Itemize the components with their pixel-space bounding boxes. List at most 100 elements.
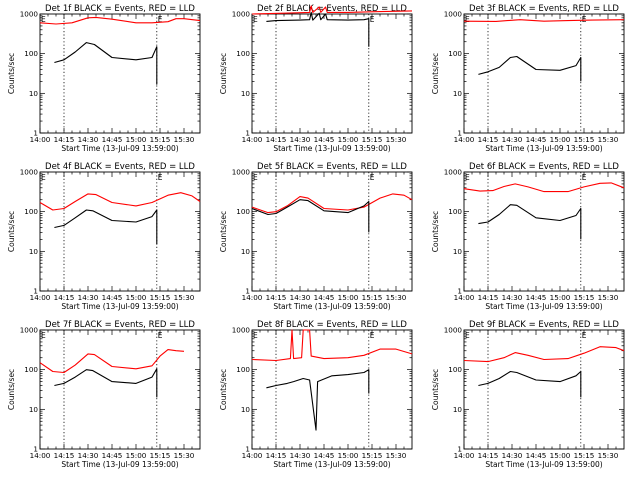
y-axis-label: Counts/sec: [7, 53, 16, 94]
lld-series-line: [251, 5, 413, 15]
x-tick-label: 15:00: [126, 451, 147, 460]
y-tick-label: 1: [245, 129, 250, 138]
x-tick-label: 14:45: [102, 293, 123, 302]
y-tick-label: 100: [236, 207, 250, 216]
y-tick-label: 1000: [444, 168, 463, 177]
event-marker-label: E: [253, 15, 258, 24]
x-tick-label: 15:00: [126, 293, 147, 302]
x-tick-label: 14:45: [314, 293, 335, 302]
x-tick-label: 15:15: [362, 451, 383, 460]
x-tick-label: 14:45: [526, 135, 547, 144]
x-tick-label: 14:15: [54, 293, 75, 302]
lld-series-line: [251, 329, 413, 362]
x-tick-label: 15:30: [386, 135, 407, 144]
x-tick-label: 15:15: [150, 293, 171, 302]
y-tick-label: 100: [448, 365, 462, 374]
x-tick-label: 15:00: [126, 135, 147, 144]
lld-series-line: [39, 16, 201, 25]
chart-panel-6: Det 6f BLACK = Events, RED = LLD 1 10 100 10…: [431, 162, 625, 311]
event-marker-label: E: [158, 173, 163, 182]
y-tick-label: 10: [453, 89, 463, 98]
chart-panel-1: Det 1f BLACK = Events, RED = LLD 1 10 100 10…: [7, 4, 201, 153]
x-tick-label: 14:15: [478, 135, 499, 144]
chart-title: Det 5f BLACK = Events, RED = LLD: [257, 162, 407, 172]
x-tick-label: 15:30: [386, 451, 407, 460]
x-tick-label: 14:45: [526, 451, 547, 460]
x-tick-label: 15:15: [362, 293, 383, 302]
x-tick-label: 14:00: [242, 293, 263, 302]
y-tick-label: 1: [33, 129, 38, 138]
x-tick-label: 15:00: [338, 293, 359, 302]
y-tick-label: 10: [453, 405, 463, 414]
chart-title: Det 1f BLACK = Events, RED = LLD: [45, 4, 195, 14]
y-axis-label: Counts/sec: [7, 369, 16, 410]
x-tick-label: 15:30: [598, 293, 619, 302]
y-tick-label: 1000: [20, 326, 39, 335]
events-series-line: [478, 370, 582, 398]
chart-title: Det 3f BLACK = Events, RED = LLD: [469, 4, 619, 14]
x-tick-label: 14:15: [54, 135, 75, 144]
x-tick-label: 14:45: [314, 451, 335, 460]
x-tick-label: 15:00: [550, 293, 571, 302]
chart-panel-2: Det 2f BLACK = Events, RED = LLD 1 10 100 10…: [219, 4, 413, 153]
event-marker-label: E: [465, 331, 470, 340]
y-tick-label: 1000: [232, 326, 251, 335]
x-tick-label: 15:00: [550, 451, 571, 460]
y-tick-label: 1: [245, 287, 250, 296]
x-axis-label: Start Time (13-Jul-09 13:59:00): [273, 460, 390, 469]
x-tick-label: 14:15: [266, 293, 287, 302]
chart-title: Det 6f BLACK = Events, RED = LLD: [469, 162, 619, 172]
x-tick-label: 14:30: [78, 451, 99, 460]
x-axis-label: Start Time (13-Jul-09 13:59:00): [61, 460, 178, 469]
y-tick-label: 1: [457, 129, 462, 138]
y-tick-label: 10: [29, 89, 39, 98]
chart-title: Det 7f BLACK = Events, RED = LLD: [45, 320, 195, 330]
y-tick-label: 1: [33, 445, 38, 454]
event-marker-label: E: [582, 331, 587, 340]
x-tick-label: 14:45: [102, 451, 123, 460]
y-tick-label: 1000: [20, 10, 39, 19]
events-series-line: [54, 42, 158, 85]
y-tick-label: 10: [29, 247, 39, 256]
y-tick-label: 1000: [444, 326, 463, 335]
event-marker-label: E: [465, 15, 470, 24]
x-tick-label: 15:30: [598, 135, 619, 144]
event-marker-label: E: [41, 15, 46, 24]
event-marker-label: E: [370, 15, 375, 24]
x-axis-label: Start Time (13-Jul-09 13:59:00): [485, 144, 602, 153]
y-tick-label: 100: [236, 365, 250, 374]
x-tick-label: 15:15: [150, 451, 171, 460]
chart-panel-8: Det 8f BLACK = Events, RED = LLD 1 10 100 10…: [219, 320, 413, 469]
y-tick-label: 10: [241, 405, 251, 414]
y-axis-label: Counts/sec: [219, 211, 228, 252]
lld-series-line: [463, 182, 625, 193]
x-tick-label: 14:00: [30, 451, 51, 460]
events-series-line: [478, 55, 582, 82]
y-tick-label: 100: [24, 49, 38, 58]
events-series-line: [54, 209, 158, 245]
events-series-line: [251, 199, 370, 233]
x-tick-label: 14:30: [502, 451, 523, 460]
x-tick-label: 14:00: [30, 293, 51, 302]
lld-series-line: [39, 349, 185, 374]
x-axis-label: Start Time (13-Jul-09 13:59:00): [273, 144, 390, 153]
lld-series-line: [463, 19, 625, 22]
x-tick-label: 14:00: [242, 451, 263, 460]
x-tick-label: 14:45: [526, 293, 547, 302]
y-tick-label: 100: [448, 49, 462, 58]
x-tick-label: 14:30: [290, 293, 311, 302]
x-tick-label: 15:00: [338, 135, 359, 144]
chart-panel-4: Det 4f BLACK = Events, RED = LLD 1 10 100 10…: [7, 162, 201, 311]
events-series-line: [54, 368, 158, 398]
x-tick-label: 14:00: [30, 135, 51, 144]
y-axis-label: Counts/sec: [219, 369, 228, 410]
event-marker-label: E: [158, 331, 163, 340]
event-marker-label: E: [370, 331, 375, 340]
y-tick-label: 10: [29, 405, 39, 414]
y-axis-label: Counts/sec: [431, 369, 440, 410]
x-tick-label: 14:45: [102, 135, 123, 144]
x-tick-label: 14:15: [266, 451, 287, 460]
chart-panel-9: Det 9f BLACK = Events, RED = LLD 1 10 100 10…: [431, 320, 625, 469]
event-marker-label: E: [370, 173, 375, 182]
chart-panel-3: Det 3f BLACK = Events, RED = LLD 1 10 100 10…: [431, 4, 625, 153]
